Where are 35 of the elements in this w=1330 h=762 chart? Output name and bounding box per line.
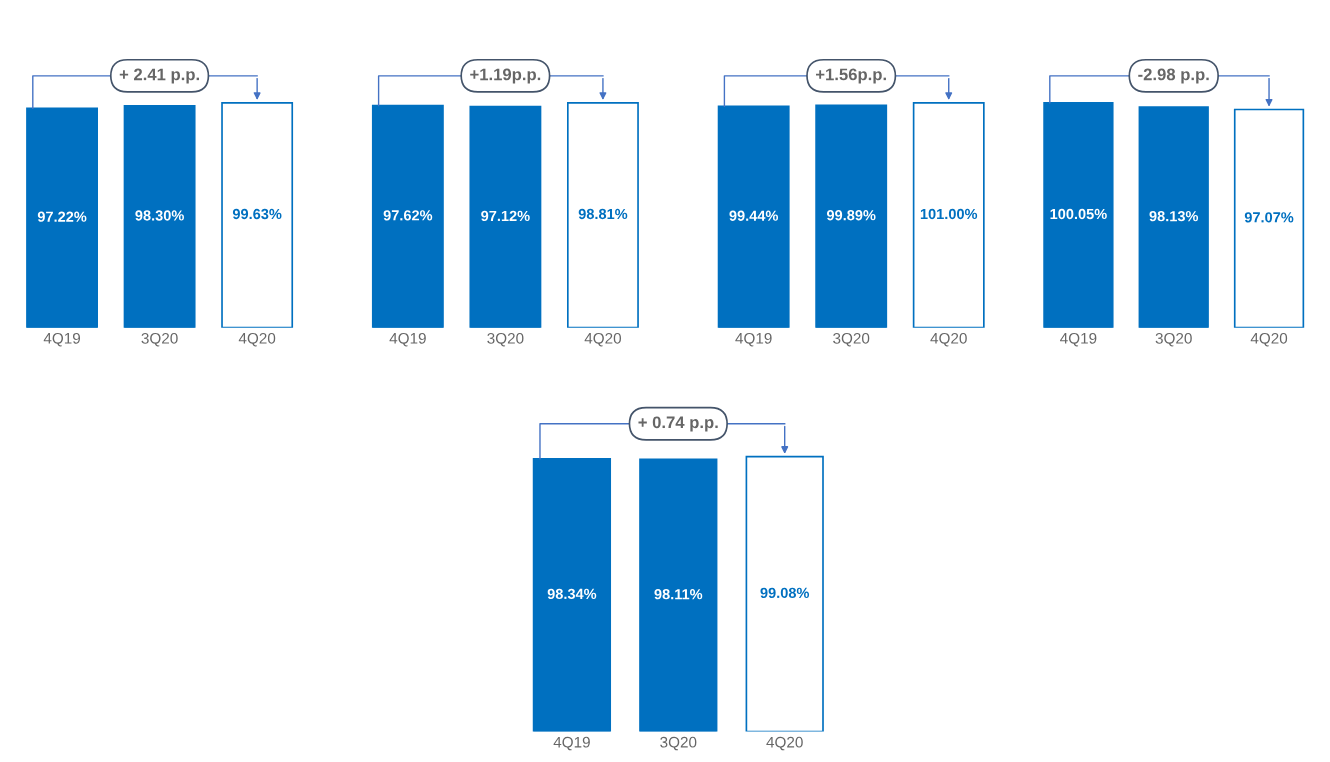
x-tick-label: 3Q20 [487, 332, 524, 347]
data-label: 100.05% [1050, 208, 1107, 220]
data-label: 98.34% [547, 588, 597, 600]
text: +1.19p.p. [470, 68, 541, 84]
data-label: 97.07% [1244, 212, 1294, 223]
data-label: 97.62% [383, 210, 433, 221]
x-tick-label: 4Q19 [43, 332, 81, 347]
x-tick-label: 3Q20 [833, 332, 870, 347]
x-tick-label: 4Q20 [584, 332, 622, 347]
text: + 2.41 p.p. [119, 68, 199, 84]
x-tick-label: 4Q19 [1060, 332, 1097, 347]
text: + 0.74 p.p. [638, 416, 718, 432]
data-label: 99.08% [760, 587, 810, 599]
x-tick-label: 3Q20 [660, 736, 697, 751]
data-label: 99.89% [826, 210, 876, 221]
text: +1.56p.p. [816, 68, 886, 84]
x-tick-label: 3Q20 [141, 332, 178, 347]
data-label: 99.63% [232, 208, 282, 220]
x-tick-label: 4Q20 [238, 332, 276, 347]
x-tick-label: 4Q19 [553, 736, 590, 751]
x-tick-label: 4Q20 [930, 332, 967, 347]
data-label: 97.22% [37, 211, 87, 222]
data-label: 98.81% [578, 208, 628, 220]
x-tick-label: 4Q20 [1250, 332, 1288, 347]
data-label: 99.44% [729, 210, 779, 221]
x-tick-label: 3Q20 [1155, 332, 1192, 347]
data-label: 101.00% [920, 208, 978, 220]
x-tick-label: 4Q19 [735, 332, 772, 347]
data-label: 98.11% [654, 589, 703, 600]
data-label: 98.13% [1149, 210, 1199, 222]
text: -2.98 p.p. [1138, 68, 1209, 84]
x-tick-label: 4Q20 [766, 736, 803, 751]
data-label: 98.30% [135, 210, 184, 221]
data-label: 97.12% [481, 210, 530, 222]
x-tick-label: 4Q19 [389, 332, 426, 347]
